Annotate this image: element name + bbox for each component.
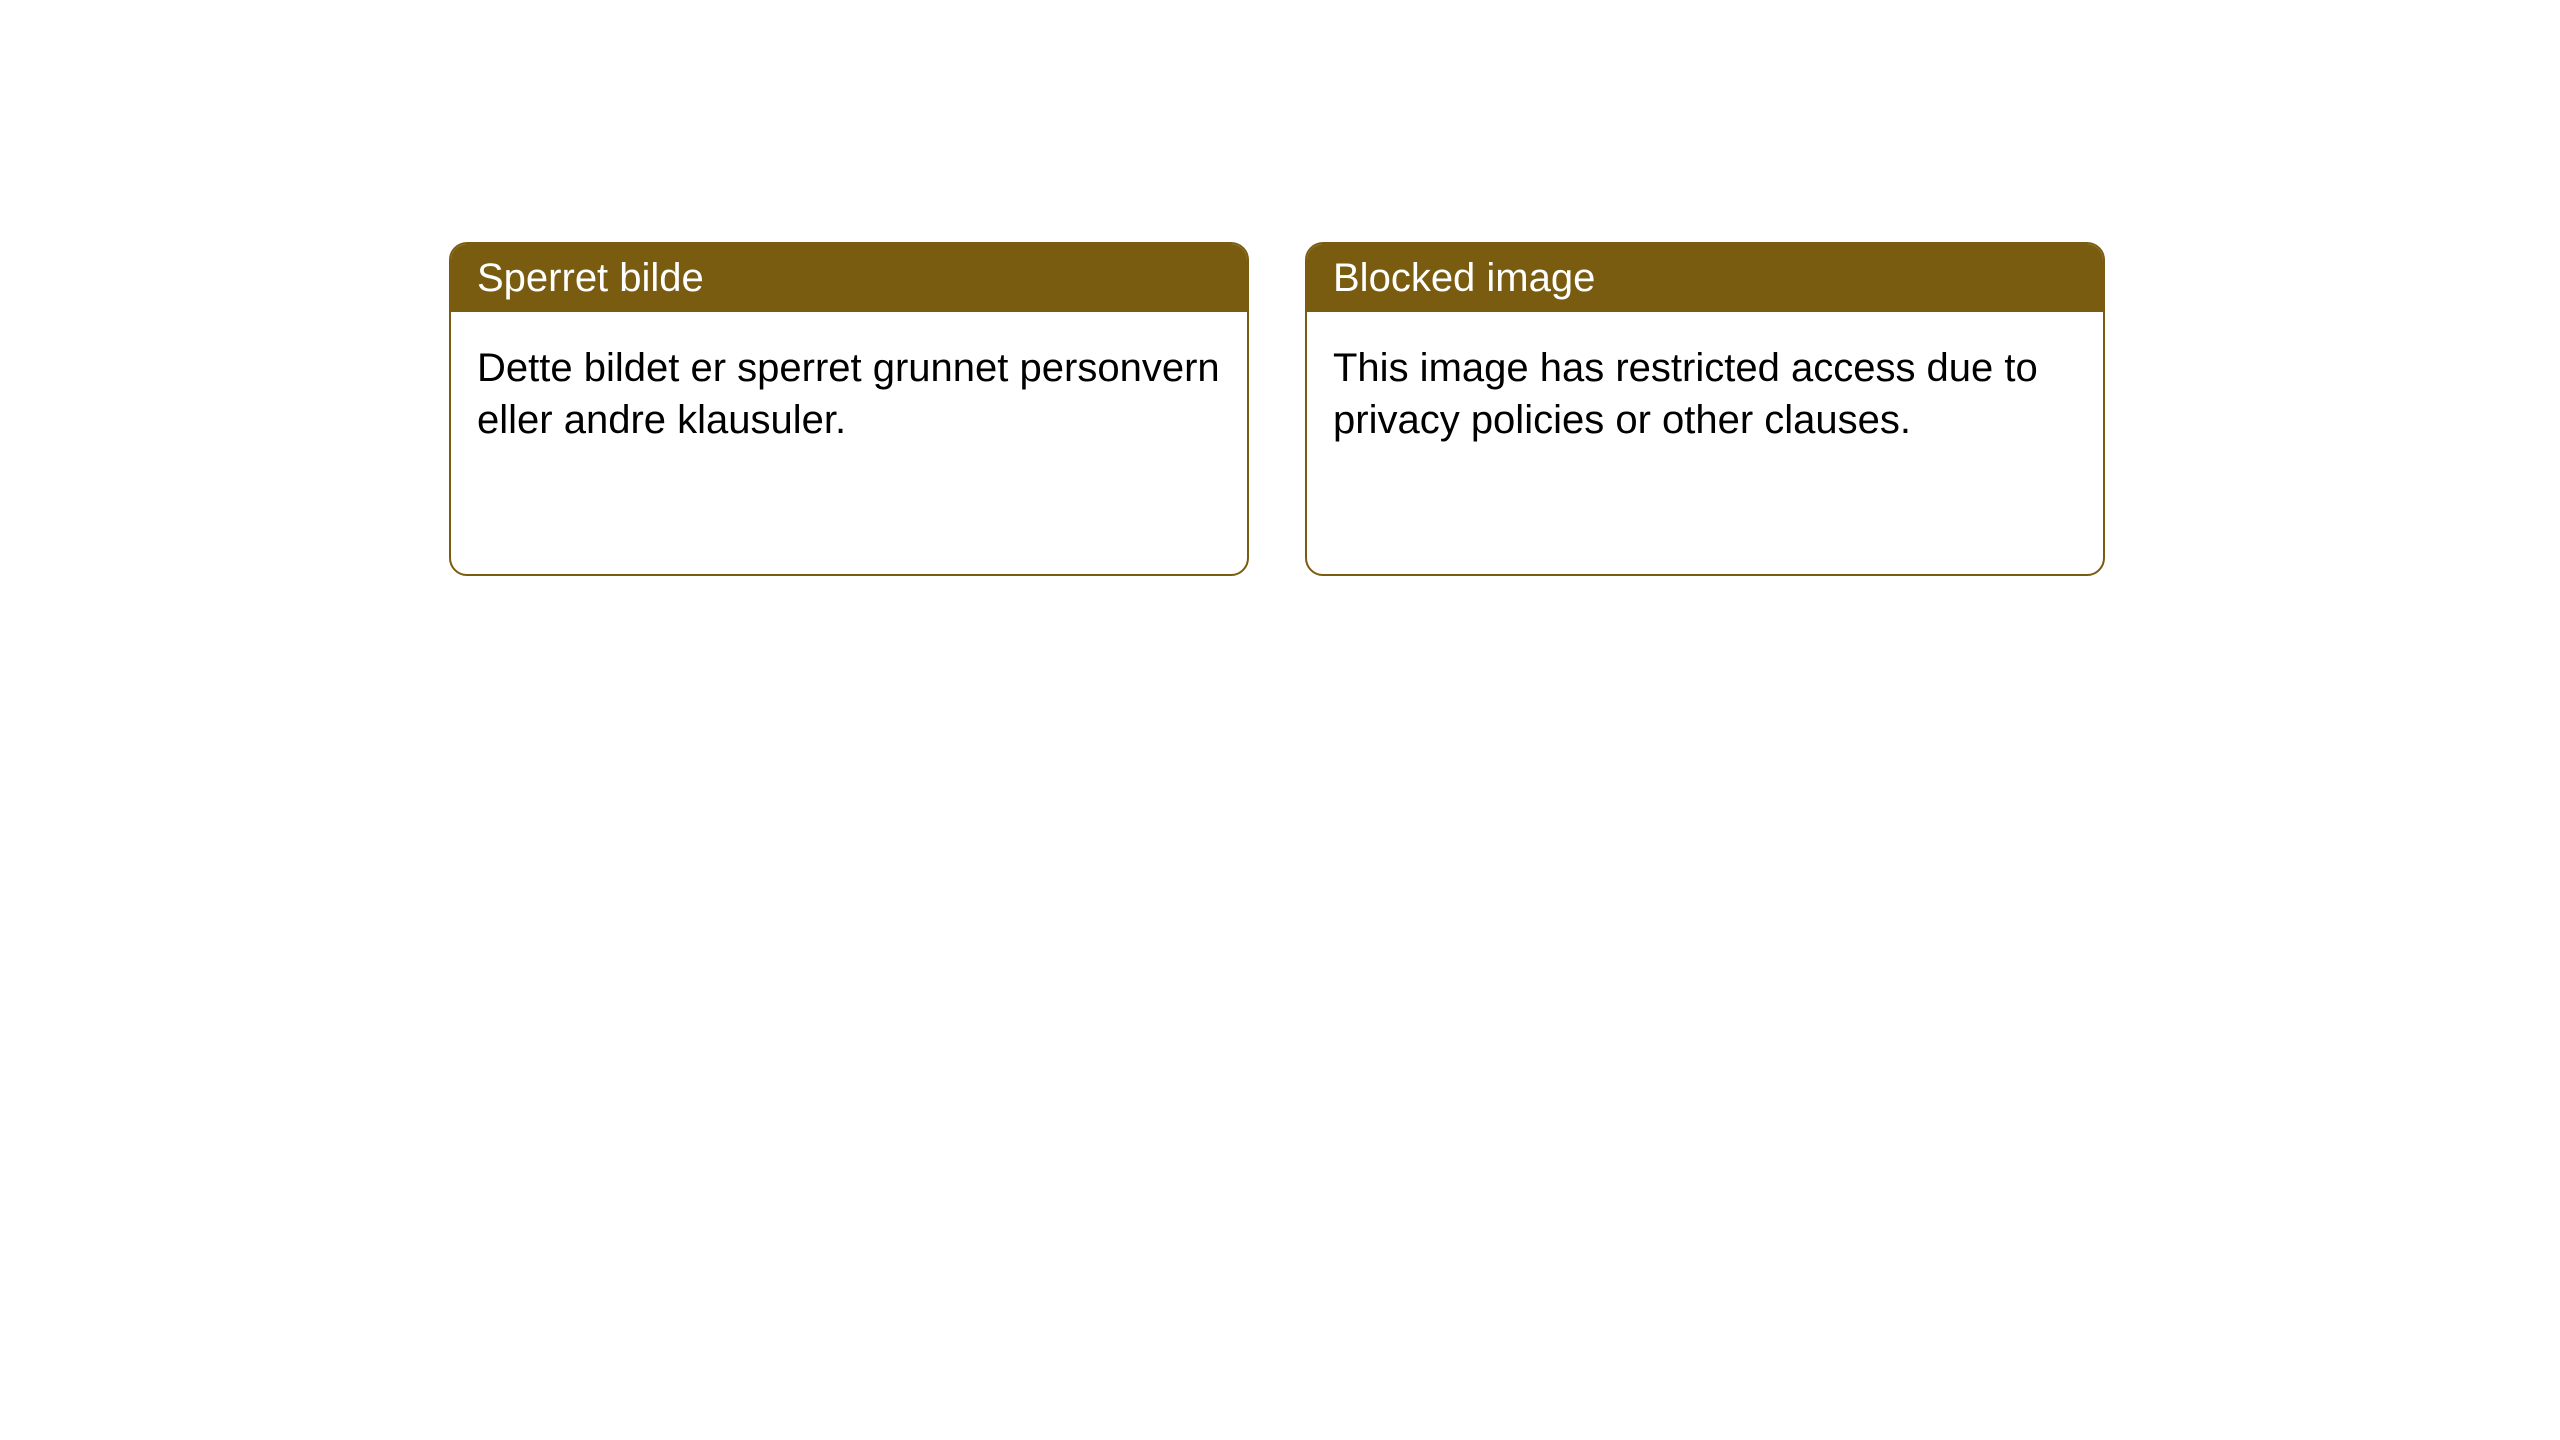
notice-text: Dette bildet er sperret grunnet personve… [477,346,1220,442]
notice-text: This image has restricted access due to … [1333,346,2038,442]
notice-title: Sperret bilde [477,256,704,300]
notice-title: Blocked image [1333,256,1595,300]
notice-box-english: Blocked image This image has restricted … [1305,242,2105,576]
notice-body: Dette bildet er sperret grunnet personve… [451,312,1247,476]
notice-header: Sperret bilde [451,244,1247,312]
notice-box-norwegian: Sperret bilde Dette bildet er sperret gr… [449,242,1249,576]
notice-body: This image has restricted access due to … [1307,312,2103,476]
notice-container: Sperret bilde Dette bildet er sperret gr… [449,242,2105,576]
notice-header: Blocked image [1307,244,2103,312]
